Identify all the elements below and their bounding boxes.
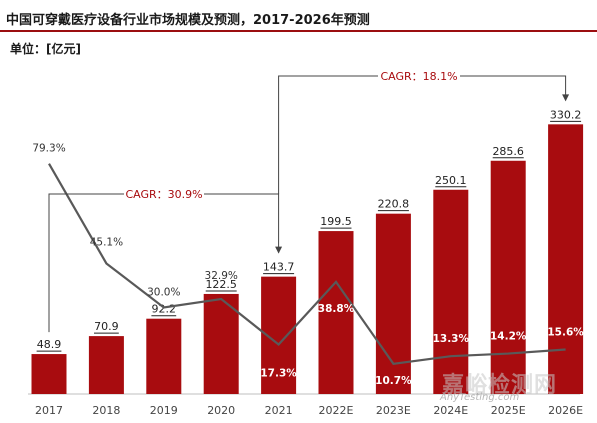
growth-label-2025E: 14.2% (490, 331, 527, 343)
x-tick-2023E: 2023E (376, 404, 411, 417)
value-label-2022E: 199.5 (320, 215, 352, 228)
cagr-label-bg-2 (378, 68, 460, 83)
value-label-2026E: 330.2 (550, 108, 582, 121)
watermark-logo: 嘉峪检测网 (442, 373, 558, 398)
bar-2025E (490, 160, 526, 394)
growth-label-2023E: 10.7% (375, 375, 412, 387)
cagr-label-1: CAGR：30.9% (125, 188, 202, 201)
growth-label-2021: 17.3% (260, 368, 297, 380)
value-label-2021: 143.7 (263, 261, 295, 274)
value-label-2019: 92.2 (152, 303, 177, 316)
x-tick-2025E: 2025E (491, 404, 526, 417)
growth-label-2019: 30.0% (147, 287, 180, 299)
x-tick-2026E: 2026E (548, 404, 583, 417)
chart-title: 中国可穿戴医疗设备行业市场规模及预测，2017-2026年预测 (6, 13, 370, 28)
cagr-label-2: CAGR：18.1% (380, 70, 457, 83)
growth-label-2020: 32.9% (205, 270, 238, 282)
growth-label-2022E: 38.8% (318, 303, 355, 315)
bar-2019 (146, 318, 182, 394)
cagr-arrow-2 (562, 94, 570, 102)
value-label-2025E: 285.6 (492, 145, 524, 158)
x-tick-2021: 2021 (265, 404, 293, 417)
bar-2020 (203, 293, 239, 394)
x-tick-2024E: 2024E (433, 404, 468, 417)
bar-2023E (375, 213, 411, 394)
x-tick-2022E: 2022E (319, 404, 354, 417)
bar-2022E (318, 231, 354, 394)
x-tick-2018: 2018 (92, 404, 120, 417)
growth-label-2018: 45.1% (90, 236, 123, 248)
growth-label-2024E: 13.3% (433, 333, 470, 345)
bar-2018 (88, 336, 124, 394)
value-label-2018: 70.9 (94, 320, 119, 333)
bar-2017 (31, 354, 67, 394)
growth-label-2017: 79.3% (32, 143, 65, 155)
bar-2024E (433, 189, 469, 394)
growth-label-2026E: 15.6% (547, 327, 584, 339)
value-label-2020: 122.5 (205, 278, 237, 291)
value-label-2023E: 220.8 (378, 198, 410, 211)
x-tick-2017: 2017 (35, 404, 63, 417)
unit-label: 单位：[亿元] (10, 42, 81, 56)
cagr-arrow-1 (275, 246, 283, 254)
value-label-2024E: 250.1 (435, 174, 467, 187)
x-tick-2020: 2020 (207, 404, 235, 417)
title-rule (0, 30, 597, 32)
value-label-2017: 48.9 (37, 338, 62, 351)
growth-rate-line (48, 163, 566, 365)
x-tick-2019: 2019 (150, 404, 178, 417)
bar-2026E (548, 124, 584, 394)
cagr-label-bg-1 (124, 186, 204, 201)
watermark-url: AnyTesting.com (440, 392, 520, 403)
